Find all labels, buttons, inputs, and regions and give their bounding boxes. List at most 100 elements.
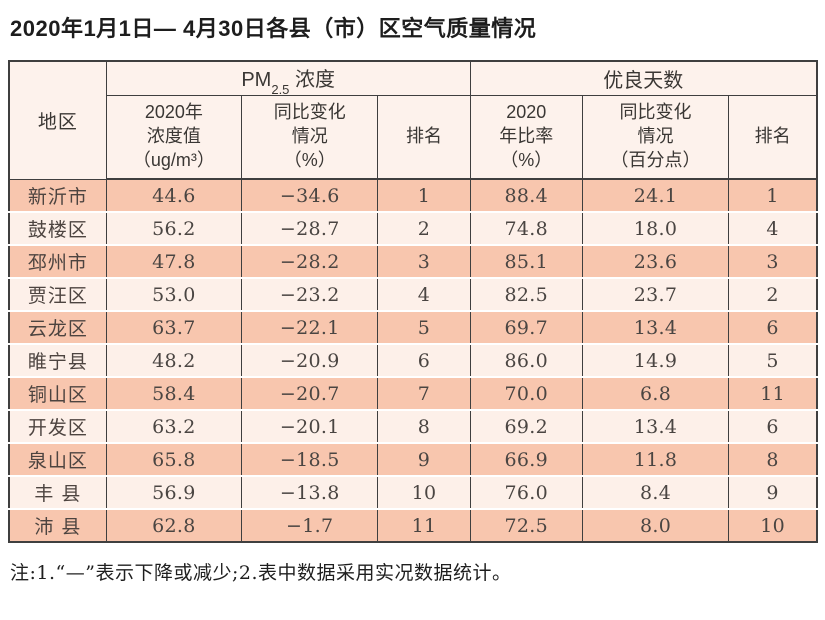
cell-pm-value: 65.8 <box>105 443 243 477</box>
cell-good-ratio: 66.9 <box>469 443 583 477</box>
cell-good-rank: 6 <box>728 311 818 345</box>
cell-good-rank: 3 <box>728 245 818 279</box>
table-row: 鼓楼区 56.2 −28.7 2 74.8 18.0 4 <box>8 212 818 246</box>
col-header-good-rank: 排名 <box>728 94 818 180</box>
table-row: 云龙区 63.7 −22.1 5 69.7 13.4 6 <box>8 311 818 345</box>
table-row: 新沂市 44.6 −34.6 1 88.4 24.1 1 <box>8 179 818 213</box>
pm25-label-rest: 浓度 <box>289 68 335 91</box>
footnote: 注:1.“—”表示下降或减少;2.表中数据采用实况数据统计。 <box>10 562 512 584</box>
col-header-pm-rank: 排名 <box>377 94 471 180</box>
cell-good-ratio: 70.0 <box>469 377 583 411</box>
cell-pm-value: 62.8 <box>105 509 243 542</box>
cell-pm-change: −18.5 <box>241 443 379 477</box>
cell-region: 泉山区 <box>8 443 107 477</box>
cell-good-rank: 11 <box>728 377 818 411</box>
table-row: 丰 县 56.9 −13.8 10 76.0 8.4 9 <box>8 476 818 510</box>
cell-pm-rank: 4 <box>377 278 471 312</box>
cell-pm-rank: 9 <box>377 443 471 477</box>
cell-good-ratio: 86.0 <box>469 344 583 378</box>
cell-region: 沛 县 <box>8 509 107 542</box>
cell-good-change: 24.1 <box>581 179 730 213</box>
cell-region: 邳州市 <box>8 245 107 279</box>
cell-good-change: 14.9 <box>581 344 730 378</box>
cell-pm-change: −20.9 <box>241 344 379 378</box>
cell-good-ratio: 82.5 <box>469 278 583 312</box>
cell-good-ratio: 88.4 <box>469 179 583 213</box>
cell-pm-change: −20.7 <box>241 377 379 411</box>
cell-good-ratio: 69.2 <box>469 410 583 444</box>
header-group-row: 地区 PM2.5 浓度 优良天数 <box>8 60 818 180</box>
col-group-good-days: 优良天数 <box>469 60 818 96</box>
table-header: 地区 PM2.5 浓度 优良天数 2020年 浓度值 （ug/m³） 同比变化 … <box>8 60 818 180</box>
table-row: 铜山区 58.4 −20.7 7 70.0 6.8 11 <box>8 377 818 411</box>
table-row: 睢宁县 48.2 −20.9 6 86.0 14.9 5 <box>8 344 818 378</box>
cell-pm-rank: 2 <box>377 212 471 246</box>
col-header-pm-value: 2020年 浓度值 （ug/m³） <box>105 94 243 180</box>
cell-good-change: 8.0 <box>581 509 730 542</box>
cell-pm-change: −22.1 <box>241 311 379 345</box>
cell-pm-rank: 5 <box>377 311 471 345</box>
page-title: 2020年1月1日— 4月30日各县（市）区空气质量情况 <box>10 16 537 41</box>
cell-good-ratio: 69.7 <box>469 311 583 345</box>
cell-pm-rank: 1 <box>377 179 471 213</box>
table-row: 开发区 63.2 −20.1 8 69.2 13.4 6 <box>8 410 818 444</box>
cell-pm-rank: 7 <box>377 377 471 411</box>
cell-pm-value: 47.8 <box>105 245 243 279</box>
cell-good-rank: 5 <box>728 344 818 378</box>
cell-region: 云龙区 <box>8 311 107 345</box>
cell-good-ratio: 76.0 <box>469 476 583 510</box>
cell-pm-value: 63.2 <box>105 410 243 444</box>
cell-good-rank: 9 <box>728 476 818 510</box>
cell-good-rank: 4 <box>728 212 818 246</box>
cell-pm-change: −28.2 <box>241 245 379 279</box>
cell-pm-value: 56.2 <box>105 212 243 246</box>
air-quality-table: 地区 PM2.5 浓度 优良天数 2020年 浓度值 （ug/m³） 同比变化 … <box>8 60 818 543</box>
cell-good-change: 8.4 <box>581 476 730 510</box>
cell-good-rank: 8 <box>728 443 818 477</box>
col-group-pm25: PM2.5 浓度 <box>105 60 471 97</box>
cell-good-change: 13.4 <box>581 311 730 345</box>
cell-pm-change: −34.6 <box>241 179 379 213</box>
pm25-label-subscript: 2.5 <box>271 81 290 97</box>
cell-good-change: 13.4 <box>581 410 730 444</box>
cell-good-change: 23.7 <box>581 278 730 312</box>
cell-pm-rank: 8 <box>377 410 471 444</box>
cell-good-ratio: 74.8 <box>469 212 583 246</box>
cell-good-rank: 10 <box>728 509 818 542</box>
cell-good-ratio: 85.1 <box>469 245 583 279</box>
cell-good-change: 23.6 <box>581 245 730 279</box>
cell-good-ratio: 72.5 <box>469 509 583 542</box>
cell-good-rank: 2 <box>728 278 818 312</box>
cell-region: 鼓楼区 <box>8 212 107 246</box>
cell-pm-change: −20.1 <box>241 410 379 444</box>
table-row: 沛 县 62.8 −1.7 11 72.5 8.0 10 <box>8 509 818 542</box>
cell-pm-change: −28.7 <box>241 212 379 246</box>
cell-region: 铜山区 <box>8 377 107 411</box>
cell-region: 开发区 <box>8 410 107 444</box>
cell-pm-rank: 3 <box>377 245 471 279</box>
col-header-region: 地区 <box>8 60 107 180</box>
cell-good-rank: 6 <box>728 410 818 444</box>
cell-region: 贾汪区 <box>8 278 107 312</box>
col-header-pm-change: 同比变化 情况 （%） <box>241 94 379 180</box>
cell-pm-rank: 11 <box>377 509 471 542</box>
cell-region: 丰 县 <box>8 476 107 510</box>
pm25-label-base: PM <box>241 68 272 91</box>
cell-good-rank: 1 <box>728 179 818 213</box>
cell-region: 睢宁县 <box>8 344 107 378</box>
cell-pm-value: 56.9 <box>105 476 243 510</box>
cell-pm-value: 44.6 <box>105 179 243 213</box>
cell-good-change: 6.8 <box>581 377 730 411</box>
cell-pm-rank: 6 <box>377 344 471 378</box>
table-row: 泉山区 65.8 −18.5 9 66.9 11.8 8 <box>8 443 818 477</box>
table-row: 贾汪区 53.0 −23.2 4 82.5 23.7 2 <box>8 278 818 312</box>
cell-pm-change: −23.2 <box>241 278 379 312</box>
cell-pm-change: −13.8 <box>241 476 379 510</box>
cell-pm-value: 58.4 <box>105 377 243 411</box>
table-body: 新沂市 44.6 −34.6 1 88.4 24.1 1 鼓楼区 56.2 −28.7 2 74.8 1… <box>8 179 818 542</box>
cell-region: 新沂市 <box>8 179 107 213</box>
cell-pm-value: 48.2 <box>105 344 243 378</box>
col-header-good-change: 同比变化 情况 （百分点） <box>581 94 730 180</box>
cell-pm-rank: 10 <box>377 476 471 510</box>
